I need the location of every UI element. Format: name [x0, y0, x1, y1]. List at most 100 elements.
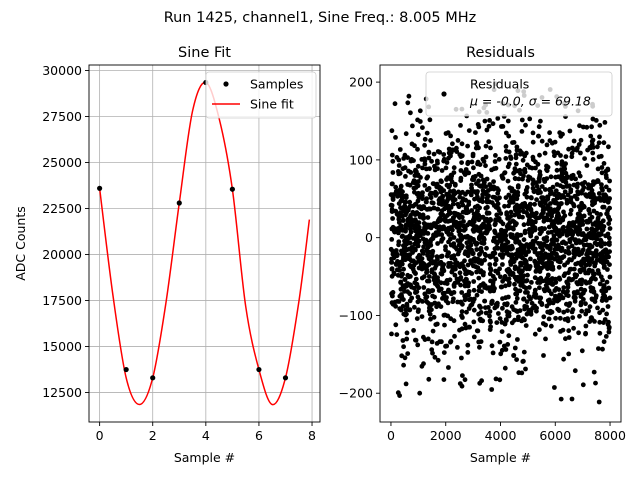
residual-point — [484, 224, 490, 229]
residual-point — [548, 212, 553, 217]
residual-point — [565, 192, 571, 198]
residual-point — [476, 275, 482, 281]
residual-point — [581, 297, 586, 302]
sine-fit-ytick-label: 17500 — [42, 293, 82, 308]
residual-point — [413, 290, 418, 295]
residual-point — [420, 165, 425, 171]
residual-point — [554, 195, 560, 201]
residual-point — [474, 191, 480, 197]
residual-point — [603, 334, 609, 339]
residual-point — [508, 213, 514, 219]
residual-point — [512, 281, 517, 287]
residual-point — [459, 290, 465, 295]
residual-point — [519, 151, 524, 157]
residual-point — [486, 220, 491, 226]
residual-point — [450, 197, 456, 203]
residual-point — [505, 118, 511, 124]
residual-point — [582, 156, 587, 162]
residual-point — [537, 327, 542, 333]
residual-point — [537, 169, 543, 175]
residual-point — [539, 265, 544, 271]
residual-point — [594, 226, 600, 232]
residual-point — [396, 157, 402, 163]
residual-point — [460, 373, 465, 378]
residual-point — [424, 199, 429, 205]
residual-point — [420, 196, 425, 202]
residual-point — [390, 158, 396, 164]
residual-point — [405, 351, 411, 356]
residual-point — [517, 241, 522, 246]
residual-point — [500, 262, 505, 267]
residual-point — [476, 178, 481, 184]
residual-point — [475, 256, 481, 262]
residual-point — [584, 256, 590, 262]
residual-point — [509, 272, 514, 277]
residual-point — [410, 236, 416, 241]
residual-point — [493, 217, 499, 223]
residual-point — [546, 206, 552, 212]
residual-point — [587, 145, 593, 150]
residuals-ytick-label: 200 — [349, 75, 373, 90]
residuals-ytick-label: 0 — [365, 230, 373, 245]
residual-point — [402, 152, 408, 158]
residual-point — [415, 172, 421, 178]
sine-fit-ytick-label: 12500 — [42, 385, 82, 400]
residual-point — [471, 307, 477, 313]
residual-point — [595, 305, 600, 311]
residual-point — [517, 254, 523, 259]
residual-point — [513, 275, 518, 281]
residual-point — [433, 189, 438, 195]
residual-point — [401, 344, 406, 350]
residual-point — [502, 321, 508, 327]
residual-point — [497, 316, 503, 321]
residual-point — [537, 152, 542, 158]
residual-point — [399, 353, 405, 359]
residual-point — [607, 295, 613, 301]
residual-point — [504, 212, 510, 217]
residual-point — [463, 167, 469, 172]
residual-point — [591, 208, 597, 214]
residual-point — [415, 342, 421, 348]
residual-point — [595, 144, 600, 150]
residual-point — [532, 275, 538, 281]
residual-point — [428, 316, 433, 322]
residual-point — [530, 130, 536, 136]
residual-point — [545, 194, 551, 200]
residual-point — [519, 129, 525, 134]
residual-point — [454, 247, 460, 252]
residual-point — [579, 348, 585, 354]
residual-point — [596, 399, 602, 405]
residual-point — [527, 227, 532, 232]
residual-point — [420, 125, 425, 130]
residual-point — [484, 211, 490, 216]
sine-fit-legend: Samples Sine fit — [205, 71, 317, 119]
residual-point — [487, 262, 493, 267]
residual-point — [469, 247, 474, 253]
residual-point — [430, 260, 436, 266]
sine-fit-ytick-label: 25000 — [42, 155, 82, 170]
residual-point — [458, 168, 464, 173]
residual-point — [435, 206, 440, 212]
residual-point — [579, 308, 585, 314]
residual-point — [575, 250, 581, 255]
residual-point — [501, 230, 507, 235]
residual-point — [395, 299, 400, 304]
residual-point — [529, 222, 535, 228]
residual-point — [505, 178, 511, 184]
residual-point — [438, 216, 443, 221]
residual-point — [471, 279, 477, 284]
residual-point — [589, 244, 595, 250]
residual-point — [500, 235, 506, 241]
residual-point — [551, 250, 557, 256]
residual-point — [583, 301, 588, 307]
residual-point — [389, 291, 394, 297]
residual-point — [566, 335, 572, 340]
residual-point — [479, 249, 484, 254]
residual-point — [487, 313, 492, 319]
residual-point — [500, 124, 506, 129]
residual-point — [421, 285, 427, 290]
residual-point — [480, 195, 485, 200]
residual-point — [606, 319, 611, 325]
residual-point — [396, 213, 401, 219]
